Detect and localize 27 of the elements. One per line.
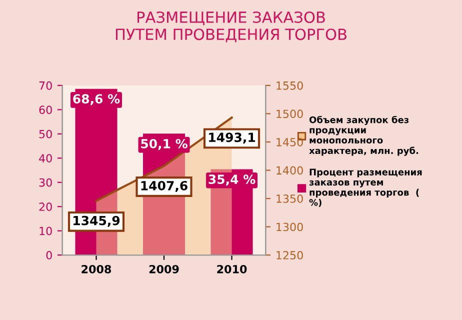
x-tick-label: 2009 [149, 264, 179, 274]
y-tick-label: 20 [39, 202, 52, 211]
y2-tick-label: 1450 [276, 138, 303, 146]
y-tick-label: 40 [39, 154, 52, 163]
y-tick-label: 10 [40, 226, 52, 236]
y2-tick-label: 1400 [276, 166, 303, 175]
data-label: 1493,1 [209, 132, 256, 144]
y2-tick-label: 1550 [276, 81, 303, 90]
y2-tick-label: 1300 [276, 222, 303, 232]
y2-tick-label: 1500 [276, 110, 303, 118]
y-tick-label: 30 [39, 178, 52, 187]
legend-label: Объем закупок без продукции монопольного характера, млн. руб. [309, 116, 418, 156]
y-tick-label: 70 [39, 81, 52, 90]
data-label: 50,1 % [141, 138, 188, 150]
data-label: 35,4 % [208, 174, 256, 186]
legend-label: Процент размещения заказов путем проведения торгов ( %) [309, 168, 422, 207]
x-tick-label: 2010 [217, 264, 247, 274]
y-tick-label: 50 [39, 130, 52, 138]
data-label: 1407,6 [141, 180, 188, 192]
data-label: 1345,9 [74, 216, 120, 227]
data-label: 68,6 % [73, 94, 120, 106]
x-tick-label: 2008 [82, 264, 112, 274]
y2-tick-label: 1350 [276, 194, 303, 203]
y-tick-label: 60 [39, 106, 52, 114]
y2-tick-label: 1250 [276, 251, 303, 260]
chart-title: РАЗМЕЩЕНИЕ ЗАКАЗОВ ПУТЕМ ПРОВЕДЕНИЯ ТОРГОВ [116, 11, 346, 42]
y-tick-label: 0 [46, 251, 52, 260]
